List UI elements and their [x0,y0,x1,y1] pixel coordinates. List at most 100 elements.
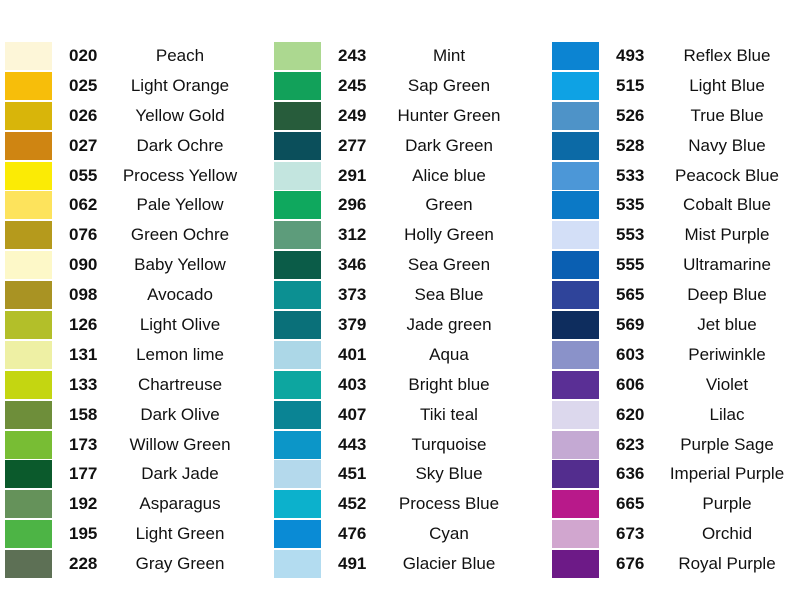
color-code: 535 [616,195,645,215]
color-code: 452 [338,494,367,514]
color-swatch [5,340,52,369]
color-code: 493 [616,46,645,65]
color-swatch [552,340,599,369]
color-name: Light Blue [689,75,765,95]
color-name: Green Ochre [130,225,230,245]
color-swatch [552,221,599,250]
color-code: 126 [69,315,98,335]
color-swatch [274,221,321,250]
color-swatch [274,251,321,280]
color-code: 312 [338,225,367,245]
color-code: 528 [616,135,645,155]
color-swatch [552,370,599,399]
color-swatch [552,42,599,70]
color-name: Dark Ochre [136,135,224,155]
color-swatch [5,161,52,190]
color-swatch [5,370,52,399]
color-name: Deep Blue [687,285,767,305]
color-swatch [274,191,321,220]
color-name: Lemon lime [136,344,224,364]
color-code: 565 [616,285,645,305]
color-name: Cyan [429,524,469,544]
color-swatch [552,101,599,130]
color-swatch [552,71,599,100]
color-swatch [274,370,321,399]
color-code: 403 [338,374,367,394]
color-swatch [552,191,599,220]
color-name: Aqua [429,344,469,364]
color-name: Ultramarine [683,255,771,275]
color-swatch [5,131,52,160]
color-swatch [552,550,599,579]
color-name: Yellow Gold [135,105,225,125]
color-code: 195 [69,524,98,544]
color-name: Dark Jade [141,464,219,484]
color-code: 603 [616,344,645,364]
color-swatch [5,191,52,220]
color-name: Sap Green [407,75,491,95]
color-name: Gray Green [135,554,225,574]
color-code: 245 [338,75,367,95]
color-swatch [274,550,321,579]
color-name: Chartreuse [137,374,223,394]
color-swatch [274,430,321,459]
color-swatch [5,71,52,100]
color-swatch [5,460,52,489]
color-code: 379 [338,315,367,335]
color-swatch [274,311,321,340]
color-code: 606 [616,374,645,394]
color-code: 515 [616,75,645,95]
color-swatch [5,251,52,280]
color-name: Navy Blue [688,135,766,155]
color-name: Reflex Blue [683,46,771,65]
color-swatch [552,251,599,280]
color-code: 192 [69,494,98,514]
color-swatch [274,101,321,130]
color-swatch [5,490,52,519]
color-code: 555 [616,255,645,275]
color-swatch [5,42,52,70]
color-code: 098 [69,285,98,305]
color-name: Alice blue [412,165,486,185]
color-name: Mist Purple [684,225,770,245]
color-code: 569 [616,315,645,335]
color-code: 346 [338,255,367,275]
color-code: 026 [69,105,98,125]
color-code: 553 [616,225,645,245]
color-code: 277 [338,135,367,155]
color-swatch [274,520,321,549]
color-swatch [274,131,321,160]
color-code: 296 [338,195,367,215]
color-name: Jet blue [697,315,757,335]
color-name: Peach [155,46,205,65]
color-code: 131 [69,344,98,364]
color-swatch [552,460,599,489]
color-code: 133 [69,374,98,394]
color-swatch [274,460,321,489]
color-code: 076 [69,225,98,245]
color-code: 491 [338,554,367,574]
color-code: 291 [338,165,367,185]
color-name: Mint [432,46,466,65]
color-code: 062 [69,195,98,215]
color-name: Periwinkle [688,344,766,364]
color-swatch [5,281,52,310]
color-code: 620 [616,404,645,424]
color-code: 249 [338,105,367,125]
color-name: Light Olive [139,315,221,335]
color-name: Royal Purple [678,554,776,574]
color-name: Avocado [147,285,213,305]
color-code: 373 [338,285,367,305]
color-code: 443 [338,434,367,454]
color-swatch [5,400,52,429]
color-swatch [5,101,52,130]
color-name: Asparagus [139,494,221,514]
color-code: 025 [69,75,98,95]
color-name: Orchid [701,524,753,544]
color-name: Green [425,195,473,215]
color-swatch [5,430,52,459]
color-name: Sea Green [407,255,491,275]
color-name: Pale Yellow [136,195,224,215]
color-name: Baby Yellow [134,255,226,275]
color-name: Peacock Blue [675,165,779,185]
